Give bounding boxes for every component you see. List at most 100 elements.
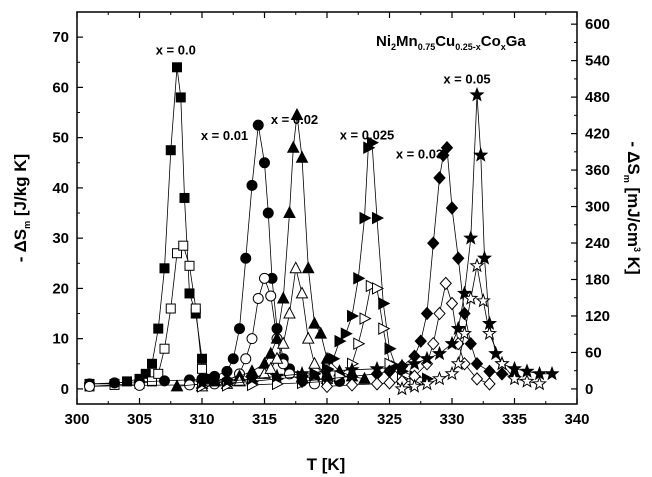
data-point bbox=[246, 179, 258, 191]
data-point bbox=[394, 358, 410, 373]
data-point bbox=[340, 327, 353, 340]
data-point bbox=[264, 361, 278, 374]
data-point bbox=[190, 303, 201, 314]
y-tick-label-left: 20 bbox=[52, 280, 69, 297]
data-point bbox=[372, 211, 385, 225]
x-tick-label: 310 bbox=[189, 411, 214, 428]
data-point bbox=[286, 140, 300, 153]
y-tick-label-right: 540 bbox=[585, 53, 610, 70]
data-point bbox=[165, 145, 176, 156]
data-point bbox=[464, 336, 477, 351]
data-point bbox=[314, 326, 328, 339]
data-point bbox=[289, 261, 303, 274]
y-tick-label-right: 0 bbox=[585, 381, 593, 398]
data-point bbox=[172, 248, 182, 259]
data-point bbox=[544, 365, 560, 381]
data-point bbox=[470, 357, 484, 371]
data-point bbox=[394, 380, 410, 396]
data-point bbox=[264, 346, 278, 359]
data-point bbox=[419, 350, 435, 366]
data-point bbox=[319, 363, 335, 378]
data-point bbox=[134, 379, 145, 391]
data-point bbox=[406, 355, 423, 371]
axis-ticks: 300 305 310 315 320 325 330 335 340 0 10 20 30 40 50 60… bbox=[52, 12, 610, 428]
data-point bbox=[301, 331, 315, 344]
x-tick-label: 300 bbox=[64, 411, 89, 428]
data-point bbox=[172, 62, 182, 73]
data-point bbox=[431, 370, 448, 386]
data-point bbox=[197, 353, 207, 364]
composition-formula: Ni2Mn0.75Cu0.25-xCoxGa bbox=[376, 33, 526, 52]
series-label: x = 0.05 bbox=[443, 71, 490, 86]
y-tick-label-right: 180 bbox=[585, 271, 610, 288]
data-point bbox=[153, 368, 164, 379]
data-point bbox=[294, 365, 310, 381]
data-point bbox=[444, 365, 460, 381]
data-point bbox=[406, 378, 423, 393]
data-point bbox=[252, 119, 264, 131]
data-point bbox=[234, 323, 245, 335]
y-tick-label-left: 40 bbox=[52, 180, 69, 197]
data-point bbox=[463, 290, 479, 305]
data-point bbox=[431, 345, 448, 361]
x-tick-label: 320 bbox=[314, 411, 339, 428]
data-point bbox=[165, 303, 176, 314]
data-point bbox=[353, 272, 366, 285]
y-tick-label-right: 420 bbox=[585, 126, 610, 143]
y-tick-label-right: 240 bbox=[585, 235, 610, 252]
series-label: x = 0.03 bbox=[396, 147, 443, 162]
data-point bbox=[170, 379, 184, 392]
data-point bbox=[427, 336, 440, 351]
data-point bbox=[444, 335, 460, 351]
y-tick-label-right: 360 bbox=[585, 162, 610, 179]
data-point bbox=[439, 276, 452, 291]
data-point bbox=[494, 355, 510, 371]
data-point bbox=[344, 361, 360, 377]
data-point bbox=[469, 257, 485, 273]
series-layer bbox=[84, 62, 560, 396]
y-axis-label-left: - ΔSm [J/kg K] bbox=[11, 154, 32, 262]
data-point bbox=[378, 297, 391, 310]
series-label: x = 0.0 bbox=[156, 43, 196, 58]
data-point bbox=[283, 205, 296, 219]
data-point bbox=[184, 288, 195, 299]
data-point bbox=[309, 378, 320, 390]
data-point bbox=[262, 207, 274, 219]
data-point bbox=[270, 331, 284, 344]
data-point bbox=[414, 334, 427, 348]
y-tick-label-left: 0 bbox=[61, 381, 69, 398]
data-point bbox=[308, 356, 321, 369]
data-point bbox=[369, 360, 385, 376]
data-point bbox=[433, 171, 446, 185]
series-10 bbox=[194, 86, 560, 390]
data-point bbox=[109, 377, 120, 389]
data-point bbox=[246, 333, 258, 345]
series-label: x = 0.025 bbox=[340, 128, 395, 143]
y-tick-label-right: 60 bbox=[585, 344, 602, 361]
data-point bbox=[84, 380, 95, 392]
data-point bbox=[197, 363, 207, 374]
data-point bbox=[159, 375, 170, 387]
x-tick-label: 330 bbox=[439, 411, 464, 428]
series-label: x = 0.02 bbox=[271, 112, 318, 127]
data-point bbox=[175, 92, 186, 103]
data-point bbox=[347, 309, 360, 323]
data-point bbox=[328, 352, 341, 366]
data-point bbox=[240, 252, 252, 264]
data-point bbox=[179, 192, 190, 203]
data-point bbox=[159, 263, 170, 274]
data-point bbox=[383, 376, 396, 390]
data-point bbox=[481, 325, 498, 341]
data-point bbox=[473, 147, 489, 162]
data-point bbox=[244, 370, 260, 386]
x-tick-label: 315 bbox=[252, 411, 277, 428]
y-tick-label-right: 120 bbox=[585, 308, 610, 325]
data-point bbox=[153, 323, 164, 334]
data-point bbox=[308, 316, 321, 329]
data-point bbox=[219, 373, 235, 388]
data-point bbox=[427, 236, 440, 250]
data-point bbox=[147, 358, 157, 369]
data-point bbox=[476, 250, 493, 265]
y-tick-label-left: 60 bbox=[52, 79, 69, 96]
